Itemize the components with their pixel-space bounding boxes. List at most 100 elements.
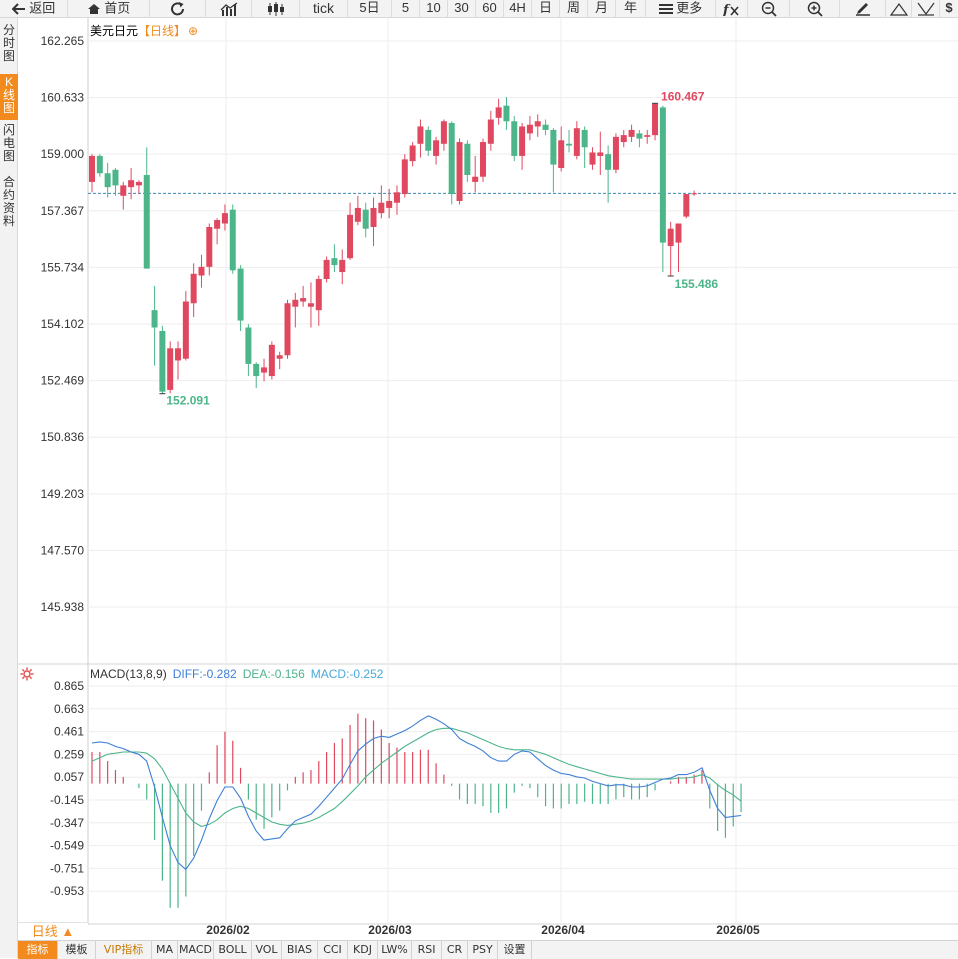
draw-triangle-button[interactable] (886, 0, 912, 18)
period-day-button[interactable]: 日 (532, 0, 560, 18)
pen-icon (855, 2, 870, 16)
dollar-icon[interactable]: $ (945, 0, 953, 15)
candle-up (393, 192, 400, 203)
candle-up (487, 119, 494, 144)
indicator-tab[interactable]: VIP指标 (96, 941, 152, 959)
candle-down (542, 124, 549, 130)
indicator-tab[interactable]: 指标 (18, 941, 58, 959)
candle-up (612, 136, 619, 170)
period-tag: 【日线】 (138, 24, 187, 38)
candle-up (135, 181, 142, 186)
indicator-tab[interactable]: 设置 (498, 941, 532, 959)
x-tick-label: 2026/05 (716, 923, 760, 937)
recent-low-label: 155.486 (675, 277, 719, 291)
candle-type-button[interactable] (252, 0, 300, 18)
period-60min-button[interactable]: 60 (476, 0, 504, 18)
y-tick-label: 162.265 (41, 34, 85, 48)
indicator-tab[interactable]: BOLL (214, 941, 252, 959)
indicator-tab[interactable]: LW% (378, 941, 412, 959)
tick-button[interactable]: tick (300, 0, 348, 18)
candle-up (472, 176, 479, 182)
candle-up (597, 152, 604, 156)
period-10min-button[interactable]: 10 (420, 0, 448, 18)
period-4h-button[interactable]: 4H (504, 0, 532, 18)
period-5min-button[interactable]: 5 (392, 0, 420, 18)
back-button[interactable]: 返回 (0, 0, 68, 18)
indicator-tab[interactable]: RSI (412, 941, 442, 959)
side-tab-contract[interactable]: 合约资料 (0, 176, 18, 232)
candle-up (526, 124, 533, 134)
draw-check-button[interactable] (912, 0, 940, 18)
macd-y-tick-label: 0.461 (54, 725, 84, 739)
draw-pen-button[interactable] (840, 0, 886, 18)
candle-up (573, 128, 580, 156)
indicator-tab[interactable]: BIAS (282, 941, 318, 959)
y-tick-label: 149.203 (41, 487, 85, 501)
side-tab-label: 闪电图 (3, 123, 16, 163)
refresh-button[interactable] (150, 0, 206, 18)
menu-icon (658, 3, 673, 14)
candle-down (464, 143, 471, 175)
zoom-in-button[interactable] (790, 0, 840, 18)
side-tab-label: 合约资料 (3, 175, 16, 228)
candle-up (307, 303, 314, 307)
macd-y-tick-label: 0.259 (54, 747, 84, 761)
side-tabs: 分时图 K线图 闪电图 合约资料 (0, 18, 18, 958)
macd-y-tick-label: 0.865 (54, 679, 84, 693)
candle-down (581, 129, 588, 148)
candle-up (667, 228, 674, 247)
candle-up (315, 278, 322, 311)
formula-button[interactable]: f (716, 0, 748, 18)
candle-up (644, 135, 651, 137)
candle-up (386, 200, 393, 208)
side-tab-kline[interactable]: K线图 (0, 74, 18, 120)
period-label[interactable]: 日线 ▲ (18, 922, 88, 940)
home-button[interactable]: 首页 (68, 0, 150, 18)
indicator-tab[interactable]: MA (152, 941, 178, 959)
kline-chart[interactable]: 162.265 160.633 159.000 157.367 155.734 154.1… (18, 18, 958, 940)
indicator-chart-button[interactable] (206, 0, 252, 18)
chart-area[interactable]: 162.265 160.633 159.000 157.367 155.734 154.1… (18, 18, 958, 940)
candle-down (448, 122, 455, 195)
candle-up (347, 214, 354, 259)
candle-up (268, 344, 275, 377)
period-30min-button[interactable]: 30 (448, 0, 476, 18)
indicator-tab[interactable]: CCI (318, 941, 348, 959)
indicator-tab[interactable]: VOL (252, 941, 282, 959)
period-week-button[interactable]: 周 (560, 0, 588, 18)
side-tab-timeshare[interactable]: 分时图 (0, 24, 18, 72)
add-symbol-icon[interactable]: ⊕ (188, 24, 199, 38)
low-price-label: 152.091 (166, 394, 210, 408)
indicator-tab[interactable]: MACD (178, 941, 214, 959)
indicator-tab[interactable]: CR (442, 941, 468, 959)
y-tick-label: 160.633 (41, 91, 85, 105)
candle-down (253, 363, 260, 377)
zoom-in-icon (807, 1, 823, 17)
candle-up (652, 103, 659, 136)
macd-y-tick-label: -0.953 (50, 884, 84, 898)
candle-down (229, 209, 236, 271)
period-5day-button[interactable]: 5日 (348, 0, 392, 18)
macd-legend: MACD(13,8,9) DIFF:-0.282 DEA:-0.156 MACD:-0… (90, 667, 389, 681)
candle-down (636, 133, 643, 139)
triangle-up-icon (889, 2, 908, 16)
refresh-icon (170, 1, 184, 15)
indicator-tab[interactable]: PSY (468, 941, 498, 959)
x-tick-label: 2026/03 (368, 923, 412, 937)
candle-up (198, 266, 205, 276)
zoom-out-button[interactable] (748, 0, 790, 18)
settings-gear-icon[interactable] (20, 667, 34, 681)
candle-down (331, 258, 338, 266)
more-button[interactable]: 更多 (646, 0, 716, 18)
period-year-button[interactable]: 年 (616, 0, 646, 18)
candle-up (206, 226, 213, 267)
candle-up (683, 194, 690, 217)
indicator-tab[interactable]: KDJ (348, 941, 378, 959)
candle-down (245, 327, 252, 364)
candle-up (534, 121, 541, 127)
indicator-tab[interactable]: 模板 (58, 941, 96, 959)
candle-up (300, 298, 307, 302)
candle-down (362, 209, 369, 229)
side-tab-flash[interactable]: 闪电图 (0, 124, 18, 172)
period-month-button[interactable]: 月 (588, 0, 616, 18)
